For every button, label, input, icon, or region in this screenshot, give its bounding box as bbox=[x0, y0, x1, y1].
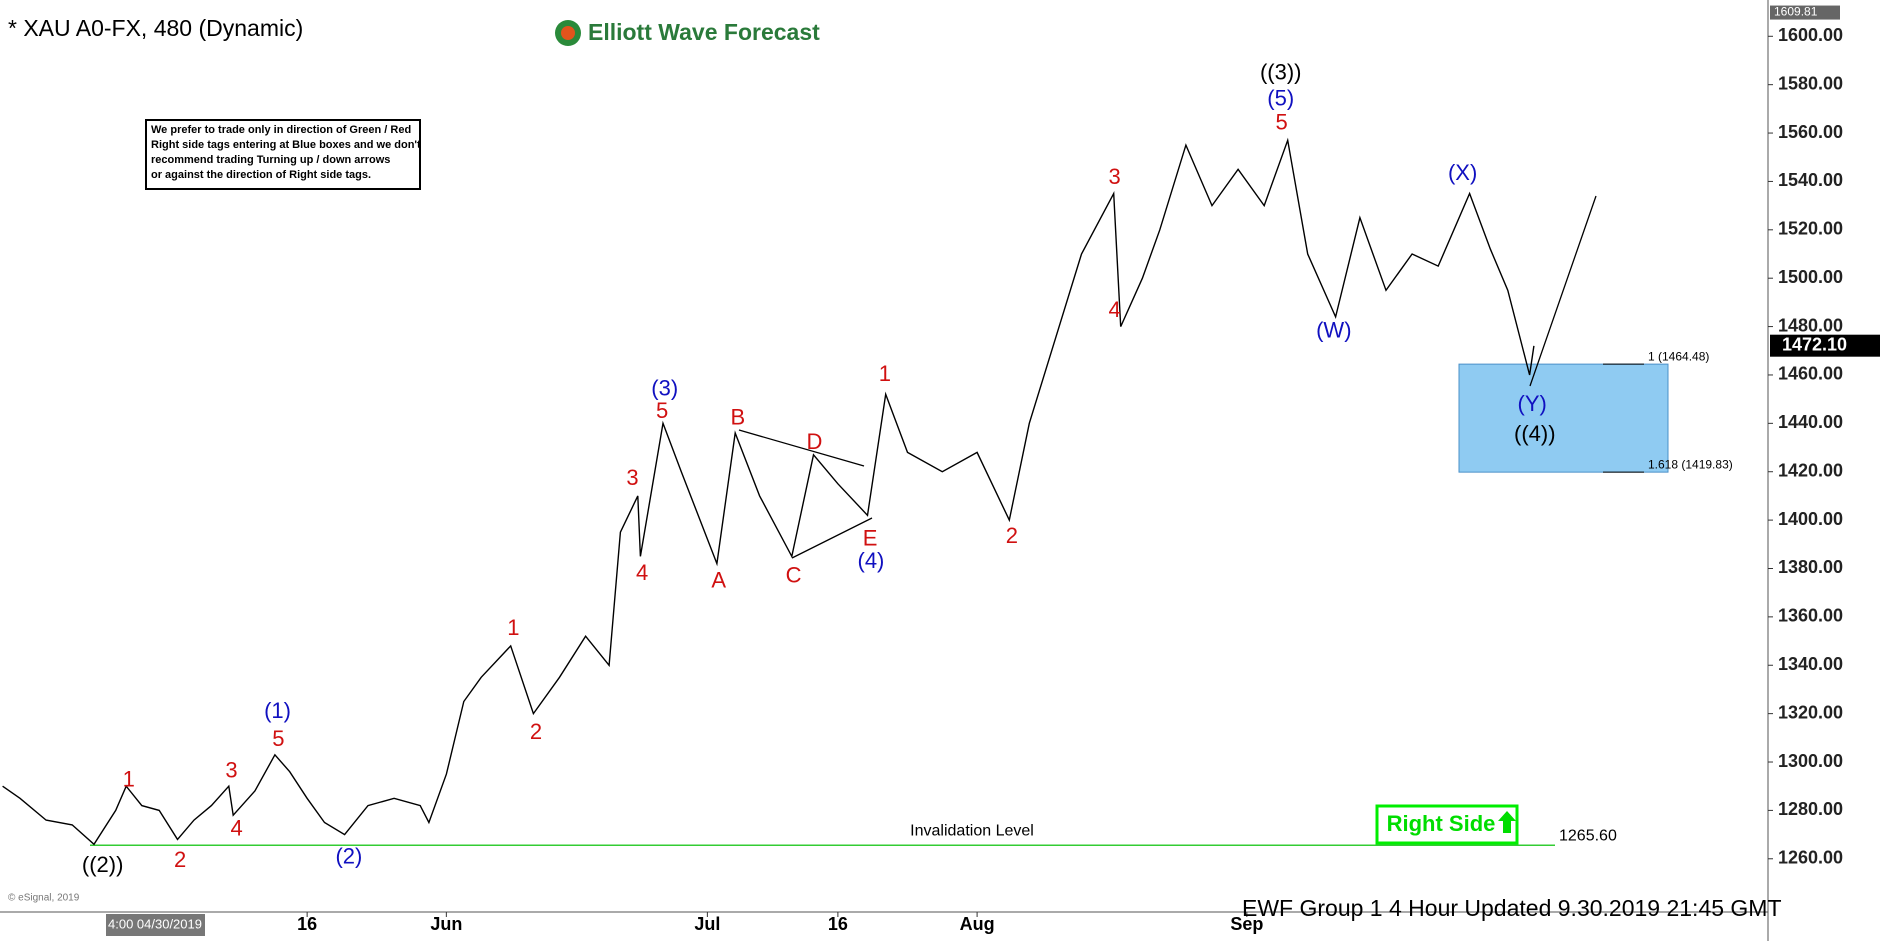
y-tick-label: 1520.00 bbox=[1778, 219, 1843, 239]
note-box bbox=[145, 119, 421, 190]
y-tick-label: 1540.00 bbox=[1778, 170, 1843, 190]
note-line: or against the direction of Right side t… bbox=[151, 169, 371, 181]
wave-label: 3 bbox=[626, 465, 638, 490]
wave-label: ((3)) bbox=[1260, 59, 1302, 84]
wave-label: ((4)) bbox=[1514, 421, 1556, 446]
y-tick-label: 1480.00 bbox=[1778, 315, 1843, 335]
note-line: We prefer to trade only in direction of … bbox=[151, 124, 411, 136]
fib-label: 1.618 (1419.83) bbox=[1648, 457, 1733, 471]
y-tick-label: 1400.00 bbox=[1778, 509, 1843, 529]
cursor-date: 4:00 04/30/2019 bbox=[108, 916, 202, 931]
right-side-text: Right Side bbox=[1387, 811, 1496, 836]
wave-label: 3 bbox=[225, 758, 237, 783]
logo-text: Elliott Wave Forecast bbox=[588, 19, 820, 45]
invalidation-text: Invalidation Level bbox=[910, 822, 1034, 839]
footer: EWF Group 1 4 Hour Updated 9.30.2019 21:… bbox=[1242, 895, 1782, 921]
wave-label: (4) bbox=[858, 548, 885, 573]
wave-label: C bbox=[786, 563, 802, 588]
wave-label: 1 bbox=[123, 767, 135, 792]
wave-label: E bbox=[863, 525, 878, 550]
last-price-label: 1472.10 bbox=[1782, 334, 1847, 354]
wave-label: 4 bbox=[231, 816, 243, 841]
wave-label: 1 bbox=[879, 361, 891, 386]
wave-label: (5) bbox=[1267, 86, 1294, 111]
right-side-arrow bbox=[1498, 811, 1516, 833]
wave-label: (1) bbox=[264, 698, 291, 723]
high-price-label: 1609.81 bbox=[1774, 5, 1818, 19]
invalidation-value: 1265.60 bbox=[1559, 827, 1617, 844]
wave-label: B bbox=[730, 404, 745, 429]
wave-label: (2) bbox=[335, 843, 362, 868]
y-tick-label: 1380.00 bbox=[1778, 557, 1843, 577]
wave-label: (X) bbox=[1448, 160, 1477, 185]
x-tick-label: Jun bbox=[430, 914, 462, 934]
wave-label: (3) bbox=[651, 375, 678, 400]
wave-label: 4 bbox=[636, 560, 648, 585]
note-line: recommend trading Turning up / down arro… bbox=[151, 154, 390, 166]
y-tick-label: 1600.00 bbox=[1778, 25, 1843, 45]
right-side-box bbox=[1375, 804, 1519, 845]
y-tick-label: 1560.00 bbox=[1778, 122, 1843, 142]
x-tick-label: Jul bbox=[694, 914, 720, 934]
projection-line bbox=[1529, 195, 1597, 387]
price-line bbox=[2, 137, 1535, 846]
wave-label: 2 bbox=[174, 847, 186, 872]
x-tick-label: Sep bbox=[1230, 914, 1263, 934]
x-tick-label: 16 bbox=[297, 914, 317, 934]
wave-label: 2 bbox=[530, 719, 542, 744]
target-box bbox=[1458, 363, 1669, 473]
triangle-line bbox=[738, 429, 865, 467]
y-tick-label: 1300.00 bbox=[1778, 751, 1843, 771]
y-tick-label: 1580.00 bbox=[1778, 73, 1843, 93]
last-price-box bbox=[1770, 334, 1880, 357]
wave-label: 4 bbox=[1108, 297, 1120, 322]
high-price-box bbox=[1770, 5, 1840, 20]
y-tick-label: 1460.00 bbox=[1778, 364, 1843, 384]
y-tick-label: 1280.00 bbox=[1778, 799, 1843, 819]
copyright: © eSignal, 2019 bbox=[8, 893, 80, 904]
x-tick-label: 16 bbox=[828, 914, 848, 934]
y-tick-label: 1420.00 bbox=[1778, 460, 1843, 480]
wave-label: 1 bbox=[507, 615, 519, 640]
y-tick-label: 1500.00 bbox=[1778, 267, 1843, 287]
cursor-date-box bbox=[106, 914, 205, 936]
chart-title: * XAU A0-FX, 480 (Dynamic) bbox=[8, 15, 303, 41]
wave-label: (W) bbox=[1316, 317, 1351, 342]
note-line: Right side tags entering at Blue boxes a… bbox=[151, 139, 421, 151]
y-tick-label: 1260.00 bbox=[1778, 848, 1843, 868]
wave-label: 5 bbox=[272, 726, 284, 751]
wave-label: (Y) bbox=[1518, 391, 1547, 416]
x-tick-label: Aug bbox=[960, 914, 995, 934]
y-tick-label: 1360.00 bbox=[1778, 606, 1843, 626]
wave-label: 5 bbox=[1276, 110, 1288, 135]
wave-label: 3 bbox=[1108, 164, 1120, 189]
y-tick-label: 1440.00 bbox=[1778, 412, 1843, 432]
wave-label: ((2)) bbox=[82, 852, 124, 877]
wave-label: D bbox=[806, 429, 822, 454]
wave-label: 5 bbox=[656, 398, 668, 423]
y-tick-label: 1320.00 bbox=[1778, 702, 1843, 722]
wave-label: 2 bbox=[1006, 523, 1018, 548]
y-tick-label: 1340.00 bbox=[1778, 654, 1843, 674]
logo-icon-inner bbox=[561, 26, 575, 40]
triangle-line bbox=[791, 517, 873, 559]
fib-label: 1 (1464.48) bbox=[1648, 349, 1709, 363]
wave-label: A bbox=[711, 567, 726, 592]
